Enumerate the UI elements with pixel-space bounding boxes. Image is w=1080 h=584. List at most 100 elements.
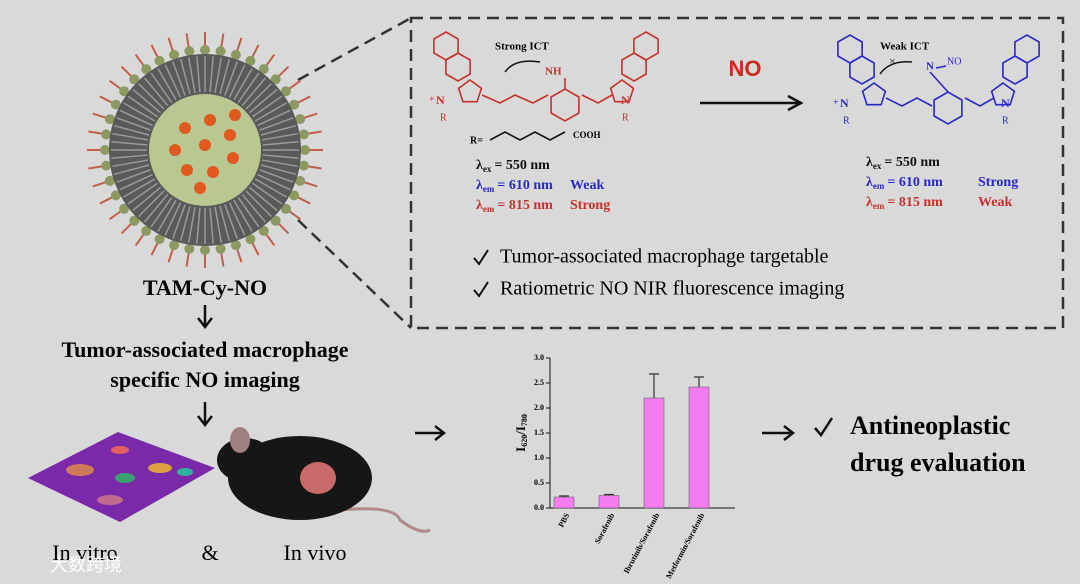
bead: [184, 243, 195, 254]
lipid: [257, 109, 291, 127]
feature: Tumor-associated macrophage targetable: [500, 246, 829, 268]
value: = 815 nm: [497, 198, 553, 213]
bead: [119, 203, 130, 214]
nanoparticle: [87, 32, 323, 268]
wavelength: λem = 815 nm: [476, 198, 553, 214]
arrow-down: [197, 305, 213, 330]
subscript: ex: [873, 161, 882, 171]
bead: [154, 234, 165, 245]
lipid: [248, 186, 278, 211]
bead: [110, 190, 121, 201]
bead: [141, 64, 152, 75]
probe-name: TAM-Cy-NO: [143, 275, 267, 300]
bead: [280, 86, 291, 97]
atom: R: [1002, 115, 1009, 126]
cross: ×: [889, 54, 896, 68]
y-tick-label: 1.0: [534, 453, 544, 462]
lipid: [123, 102, 156, 122]
strength: Strong: [570, 198, 610, 213]
lipid: [119, 109, 153, 127]
lipid: [157, 68, 177, 101]
lipid: [209, 207, 214, 244]
lipid: [241, 77, 266, 107]
bead: [169, 240, 180, 251]
ring: [633, 31, 659, 61]
atom: NH: [545, 66, 562, 78]
lipid: [224, 204, 238, 239]
check: [473, 281, 489, 298]
lipid: [260, 164, 296, 176]
model-label: &: [201, 540, 218, 565]
outcome-line: drug evaluation: [850, 448, 1026, 477]
ring: [990, 82, 1016, 106]
bead: [104, 175, 115, 186]
lipid: [132, 186, 162, 211]
atom: +: [833, 97, 839, 108]
bar: [643, 397, 665, 509]
ict-label: Strong ICT: [495, 41, 550, 53]
value: = 815 nm: [887, 195, 943, 210]
payload: [229, 109, 241, 121]
symbol: λ: [866, 175, 873, 190]
lipid: [257, 173, 291, 191]
bond: [964, 97, 995, 107]
lipid: [259, 117, 294, 131]
r-group: R=: [470, 135, 483, 146]
wavelength: λem = 610 nm: [866, 175, 943, 191]
symbol: λ: [866, 155, 873, 170]
lipid: [150, 197, 173, 228]
lipid: [164, 64, 182, 98]
cell: [148, 463, 172, 473]
symbol: λ: [476, 198, 483, 213]
payload: [181, 164, 193, 176]
subscript: em: [483, 184, 495, 194]
strength: Weak: [570, 178, 604, 193]
bond: [885, 97, 933, 107]
feature: Ratiometric NO NIR fluorescence imaging: [500, 278, 844, 300]
lipid: [138, 83, 165, 110]
lipid: [111, 141, 148, 146]
lipid: [127, 95, 158, 118]
ict-arrow: [504, 60, 541, 73]
error-bar: [694, 376, 704, 387]
bead: [184, 46, 195, 57]
ring: [609, 79, 635, 103]
bead: [129, 74, 140, 85]
zoom-line: [297, 16, 412, 82]
lipid: [196, 56, 201, 93]
payload: [179, 122, 191, 134]
bead: [110, 99, 121, 110]
lipid: [233, 199, 253, 232]
model-label: In vivo: [284, 540, 347, 565]
strength: Strong: [978, 175, 1018, 190]
lipid: [241, 193, 266, 223]
lipid: [138, 190, 165, 217]
lipid: [262, 154, 299, 159]
bead: [289, 99, 300, 110]
cell: [111, 446, 129, 454]
lipid: [116, 169, 151, 183]
wavelength: λem = 610 nm: [476, 178, 553, 194]
bead: [270, 215, 281, 226]
wavelength: λex = 550 nm: [866, 155, 940, 171]
bar: [553, 496, 575, 509]
bead: [141, 225, 152, 236]
ring: [1014, 34, 1040, 64]
ring: [861, 82, 887, 106]
atom: R: [622, 112, 629, 123]
bead: [200, 45, 210, 55]
error-bar: [559, 495, 569, 497]
lipid: [261, 159, 298, 168]
atom: N: [1001, 96, 1010, 110]
reaction-arrow: [700, 94, 804, 112]
bead: [245, 55, 256, 66]
bond: [481, 94, 549, 104]
imaging-line: Tumor-associated macrophage: [61, 337, 348, 362]
bead: [104, 114, 115, 125]
symbol: λ: [476, 178, 483, 193]
lipid: [112, 159, 149, 168]
ring: [550, 88, 580, 122]
bead: [230, 240, 241, 251]
cell: [66, 464, 94, 476]
